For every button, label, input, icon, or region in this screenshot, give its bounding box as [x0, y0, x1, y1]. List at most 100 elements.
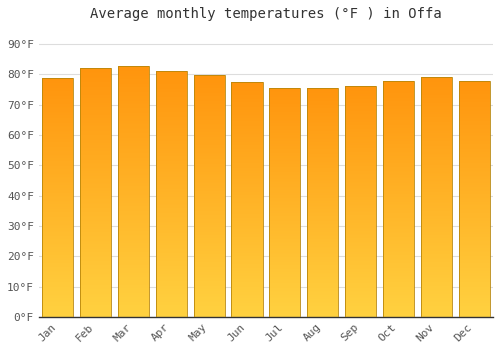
Bar	[458, 108, 490, 110]
Bar	[232, 123, 262, 124]
Bar	[156, 258, 187, 259]
Bar	[80, 231, 111, 232]
Bar	[80, 136, 111, 138]
Bar	[156, 97, 187, 98]
Bar	[307, 177, 338, 178]
Bar	[307, 206, 338, 207]
Bar	[232, 290, 262, 292]
Bar	[156, 108, 187, 110]
Bar	[194, 130, 224, 132]
Bar	[194, 80, 224, 82]
Bar	[232, 91, 262, 93]
Bar	[232, 145, 262, 146]
Bar	[345, 258, 376, 260]
Bar	[42, 174, 74, 175]
Bar	[307, 262, 338, 264]
Bar	[307, 282, 338, 283]
Bar	[118, 285, 149, 287]
Bar	[421, 147, 452, 149]
Bar	[458, 106, 490, 108]
Bar	[156, 215, 187, 217]
Bar	[270, 225, 300, 226]
Bar	[270, 228, 300, 230]
Bar	[156, 278, 187, 279]
Bar	[421, 230, 452, 232]
Bar	[156, 95, 187, 97]
Bar	[270, 299, 300, 300]
Bar	[421, 139, 452, 141]
Bar	[232, 149, 262, 151]
Bar	[156, 171, 187, 172]
Bar	[232, 99, 262, 101]
Bar	[156, 125, 187, 126]
Bar	[42, 123, 74, 124]
Bar	[383, 225, 414, 227]
Bar	[383, 170, 414, 172]
Bar	[383, 116, 414, 117]
Bar	[307, 99, 338, 100]
Bar	[307, 146, 338, 148]
Bar	[345, 86, 376, 88]
Bar	[156, 214, 187, 215]
Bar	[42, 226, 74, 228]
Bar	[156, 240, 187, 241]
Bar	[458, 99, 490, 100]
Bar	[232, 201, 262, 203]
Bar	[232, 98, 262, 99]
Bar	[458, 262, 490, 264]
Bar	[156, 156, 187, 158]
Bar	[156, 305, 187, 307]
Bar	[383, 104, 414, 106]
Bar	[421, 315, 452, 317]
Bar	[307, 175, 338, 177]
Bar	[80, 106, 111, 108]
Bar	[458, 219, 490, 221]
Bar	[118, 297, 149, 299]
Bar	[307, 117, 338, 119]
Bar	[270, 112, 300, 113]
Bar	[383, 282, 414, 284]
Bar	[118, 265, 149, 267]
Bar	[383, 114, 414, 116]
Bar	[383, 180, 414, 182]
Bar	[270, 288, 300, 289]
Bar	[383, 85, 414, 87]
Bar	[345, 152, 376, 154]
Bar	[194, 158, 224, 159]
Bar	[156, 76, 187, 77]
Bar	[232, 151, 262, 153]
Bar	[80, 173, 111, 174]
Bar	[421, 126, 452, 128]
Bar	[458, 147, 490, 149]
Bar	[80, 100, 111, 101]
Bar	[156, 266, 187, 267]
Bar	[194, 199, 224, 201]
Bar	[80, 70, 111, 72]
Bar	[421, 114, 452, 115]
Bar	[80, 69, 111, 317]
Bar	[194, 132, 224, 133]
Bar	[421, 88, 452, 90]
Bar	[194, 101, 224, 103]
Bar	[421, 120, 452, 122]
Bar	[80, 174, 111, 176]
Bar	[156, 82, 187, 84]
Bar	[270, 304, 300, 306]
Bar	[80, 309, 111, 310]
Bar	[118, 148, 149, 149]
Bar	[383, 177, 414, 178]
Bar	[270, 220, 300, 222]
Bar	[232, 289, 262, 290]
Bar	[458, 309, 490, 310]
Bar	[345, 252, 376, 254]
Bar	[80, 120, 111, 121]
Bar	[80, 267, 111, 269]
Bar	[232, 254, 262, 256]
Bar	[270, 121, 300, 122]
Bar	[383, 213, 414, 215]
Bar	[270, 253, 300, 254]
Bar	[383, 160, 414, 161]
Bar	[307, 120, 338, 122]
Bar	[118, 114, 149, 116]
Bar	[80, 208, 111, 209]
